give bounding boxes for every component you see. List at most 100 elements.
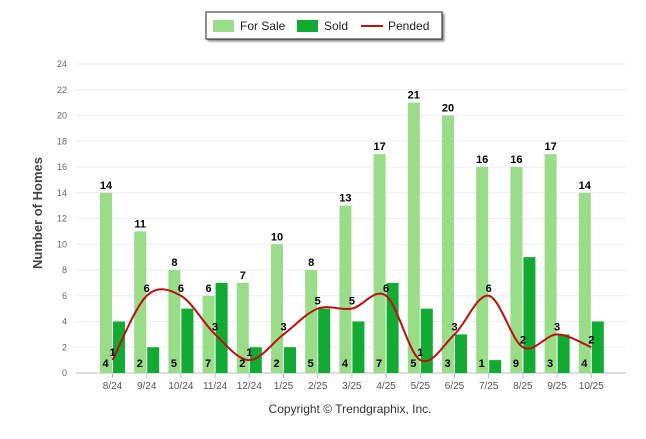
- pended-line: [111, 288, 592, 363]
- data-label-sold: 9: [513, 358, 519, 370]
- y-tick-label: 4: [62, 317, 67, 327]
- data-label-for-sale: 13: [339, 193, 351, 205]
- y-tick-label: 16: [57, 162, 67, 172]
- bar-sold: [284, 347, 296, 373]
- x-axis-ticks: 8/24 9/24 10/24 11/24 12/24 1/25 2/25 3/25 4/25 5…: [103, 373, 604, 392]
- data-label-sold: 7: [205, 358, 211, 370]
- bar-sold: [455, 334, 467, 373]
- data-label-for-sale: 17: [544, 141, 556, 153]
- bar-for-sale: [305, 270, 318, 373]
- bar-for-sale: [578, 192, 591, 373]
- bar-for-sale: [476, 167, 489, 373]
- data-label-pended: 5: [349, 296, 355, 308]
- bar-sold: [386, 282, 399, 373]
- x-tick-label: 8/25: [513, 381, 533, 392]
- data-label-pended: 1: [109, 347, 115, 359]
- x-tick-label: 9/25: [547, 381, 567, 392]
- data-label-pended: 2: [588, 334, 594, 346]
- data-label-pended: 2: [520, 334, 526, 346]
- bar-sold: [249, 347, 262, 373]
- bars: [100, 102, 604, 373]
- bar-for-sale: [407, 102, 420, 373]
- y-tick-label: 20: [57, 111, 67, 121]
- data-label-sold: 5: [410, 358, 416, 370]
- bar-for-sale: [202, 295, 215, 373]
- data-label-for-sale: 16: [476, 154, 488, 166]
- data-label-for-sale: 8: [171, 257, 177, 269]
- x-tick-label: 5/25: [411, 381, 431, 392]
- data-label-pended: 3: [212, 321, 218, 333]
- x-tick-label: 6/25: [445, 381, 465, 392]
- data-label-sold: 7: [376, 358, 382, 370]
- x-tick-label: 3/25: [342, 381, 362, 392]
- bar-sold: [318, 308, 331, 373]
- bar-sold: [147, 347, 160, 373]
- data-label-pended: 6: [486, 283, 492, 295]
- bar-sold: [181, 308, 194, 373]
- bar-for-sale: [236, 282, 249, 373]
- data-label-sold: 5: [308, 358, 314, 370]
- y-tick-label: 24: [57, 59, 67, 69]
- data-label-for-sale: 7: [240, 270, 246, 282]
- data-label-pended: 6: [144, 283, 150, 295]
- bar-sold: [489, 360, 502, 373]
- y-tick-label: 22: [57, 85, 67, 95]
- x-tick-label: 12/24: [237, 381, 262, 392]
- data-label-sold: 1: [479, 358, 485, 370]
- bar-for-sale: [510, 167, 523, 373]
- data-label-for-sale: 14: [579, 180, 592, 192]
- bar-sold: [557, 334, 570, 373]
- x-tick-label: 2/25: [308, 381, 328, 392]
- bar-sold: [523, 257, 536, 373]
- data-label-sold: 5: [171, 358, 177, 370]
- bar-for-sale: [544, 154, 557, 373]
- legend: For Sale Sold Pended: [205, 11, 443, 40]
- y-tick-label: 10: [57, 239, 67, 249]
- data-label-sold: 4: [102, 358, 109, 370]
- x-tick-label: 10/24: [168, 381, 193, 392]
- data-label-sold: 2: [137, 358, 143, 370]
- bar-for-sale: [271, 244, 283, 373]
- data-label-for-sale: 14: [100, 180, 113, 192]
- bar-for-sale: [134, 231, 147, 373]
- data-label-pended: 3: [451, 321, 457, 333]
- data-label-for-sale: 11: [134, 218, 146, 230]
- x-tick-label: 8/24: [103, 381, 123, 392]
- copyright-credit: Copyright © Trendgraphix, Inc.: [269, 402, 432, 416]
- data-label-sold: 4: [581, 358, 588, 370]
- data-label-sold: 2: [273, 358, 279, 370]
- data-label-pended: 1: [246, 347, 252, 359]
- x-tick-label: 10/25: [579, 381, 604, 392]
- y-axis-label: Number of Homes: [30, 157, 45, 269]
- legend-label-for-sale: For Sale: [240, 19, 286, 33]
- legend-swatch-for-sale: [213, 20, 234, 32]
- x-tick-label: 7/25: [479, 381, 499, 392]
- bar-for-sale: [373, 154, 386, 373]
- data-label-for-sale: 17: [373, 141, 385, 153]
- legend-swatch-sold: [297, 20, 318, 32]
- x-tick-label: 11/24: [203, 381, 228, 392]
- data-label-pended: 3: [554, 321, 560, 333]
- data-label-pended: 6: [178, 283, 184, 295]
- pended-series-line: [111, 288, 592, 363]
- data-label-pended: 6: [383, 283, 389, 295]
- y-tick-label: 12: [57, 214, 67, 224]
- y-tick-label: 14: [57, 188, 67, 198]
- bar-for-sale: [339, 205, 352, 373]
- bar-for-sale: [168, 270, 181, 373]
- data-label-sold: 3: [547, 358, 553, 370]
- bar-for-sale: [442, 115, 454, 373]
- bar-sold: [352, 321, 365, 373]
- x-tick-label: 1/25: [274, 381, 294, 392]
- data-label-for-sale: 8: [308, 257, 314, 269]
- data-label-sold: 3: [444, 358, 450, 370]
- bar-sold: [591, 321, 604, 373]
- y-tick-label: 0: [62, 368, 67, 378]
- data-label-for-sale: 6: [206, 283, 212, 295]
- bar-for-sale: [100, 192, 112, 373]
- x-tick-label: 9/24: [137, 381, 157, 392]
